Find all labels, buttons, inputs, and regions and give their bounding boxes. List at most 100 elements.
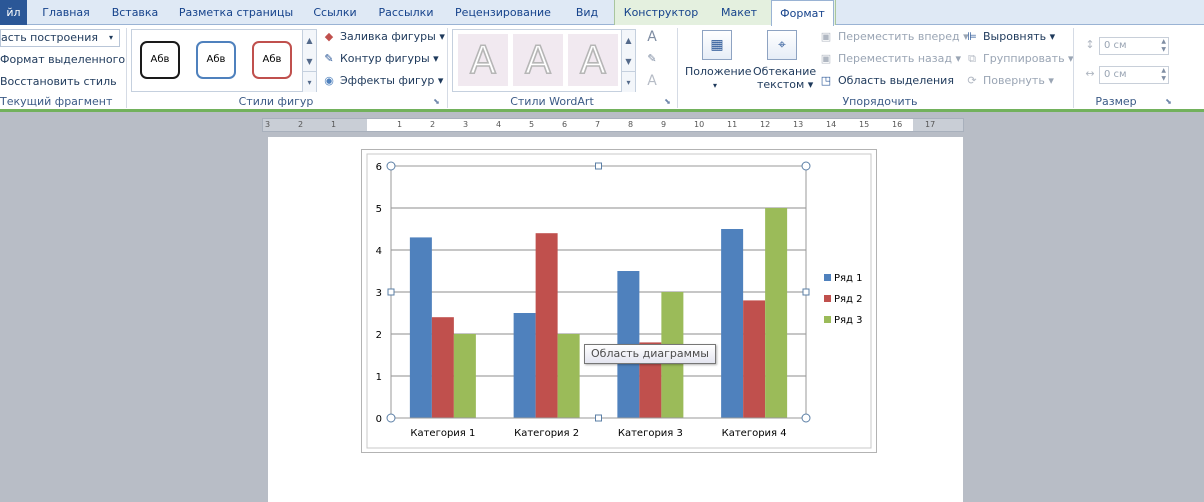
text-effects-icon[interactable]: A: [647, 73, 657, 89]
group-label-wordart: Стили WordArt: [510, 95, 594, 108]
bring-forward-button[interactable]: Переместить вперед ▾: [838, 30, 969, 43]
legend-swatch-series3: [824, 316, 831, 323]
wordart-style-3[interactable]: A: [568, 34, 618, 86]
tab-layout[interactable]: Макет: [720, 6, 758, 19]
wordart-style-2[interactable]: A: [513, 34, 563, 86]
corner-handle: [801, 413, 811, 423]
bar-series3-cat1: [453, 334, 476, 418]
selection-pane-icon: ◳: [820, 74, 832, 87]
ruler-right-margin: [913, 119, 963, 131]
gallery-scroll-up[interactable]: ▲: [302, 30, 316, 51]
bar-series3-cat4: [765, 208, 788, 418]
shape-outline-label: Контур фигуры: [340, 52, 430, 65]
gallery-scroll-down[interactable]: ▼: [302, 51, 316, 72]
y-tick-label: 6: [376, 162, 382, 173]
tab-page-layout[interactable]: Разметка страницы: [178, 6, 294, 19]
tab-design[interactable]: Конструктор: [623, 6, 699, 19]
bar-series2-cat2: [535, 233, 558, 418]
bar-series2-cat1: [431, 317, 454, 418]
legend-label: Ряд 1: [834, 273, 863, 284]
spinner-arrows-icon: ▲ ▼: [1161, 38, 1166, 53]
ribbon-tab-bar: [0, 0, 1204, 25]
rotate-button[interactable]: Повернуть ▾: [983, 74, 1054, 87]
group-button[interactable]: Группировать ▾: [983, 52, 1074, 65]
ruler-number: 3: [265, 120, 271, 129]
tab-references[interactable]: Ссылки: [313, 6, 357, 19]
group-label-shape-styles: Стили фигур: [238, 95, 314, 108]
tab-review[interactable]: Рецензирование: [455, 6, 551, 19]
text-fill-icon[interactable]: A: [647, 29, 657, 45]
bring-forward-label: Переместить вперед: [838, 30, 960, 43]
ruler-number: 5: [529, 120, 535, 129]
width-icon: ↔: [1085, 67, 1095, 80]
ruler-number: 8: [628, 120, 634, 129]
wordart-scroll-down[interactable]: ▼: [621, 51, 635, 72]
wordart-scroll-up[interactable]: ▲: [621, 30, 635, 51]
legend-label: Ряд 2: [834, 294, 863, 305]
y-tick-label: 1: [376, 372, 382, 383]
wrap-text-button[interactable]: Обтекание: [753, 65, 817, 78]
wordart-style-1[interactable]: A: [458, 34, 508, 86]
y-tick-label: 0: [376, 414, 382, 425]
tab-mailings[interactable]: Рассылки: [378, 6, 434, 19]
y-tick-label: 4: [376, 246, 382, 257]
tooltip: Область диаграммы: [584, 344, 716, 364]
x-tick-label: Категория 2: [514, 428, 579, 439]
horizontal-ruler[interactable]: 3 2 1 1 2 3 4 5 6 7 8 9 10 11 12 13 14 15 16 17: [262, 118, 964, 132]
position-button[interactable]: Положение: [685, 65, 752, 78]
ruler-number: 9: [661, 120, 667, 129]
send-backward-button[interactable]: Переместить назад ▾: [838, 52, 962, 65]
tab-file[interactable]: йл: [0, 0, 27, 25]
legend-swatch-series1: [824, 274, 831, 281]
ruler-number: 4: [496, 120, 502, 129]
shape-fill-icon: ◆: [324, 30, 334, 43]
dialog-launcher-icon[interactable]: ⬊: [664, 97, 671, 106]
shape-outline-button[interactable]: Контур фигуры ▾: [340, 52, 439, 65]
height-spinner[interactable]: 0 см ▲ ▼: [1099, 37, 1169, 55]
send-backward-icon: ▣: [820, 52, 832, 65]
group-divider: [677, 28, 678, 108]
reset-style-button[interactable]: Восстановить стиль: [0, 75, 117, 88]
shape-style-red[interactable]: Абв: [252, 41, 292, 79]
format-selection-button[interactable]: Формат выделенного: [0, 53, 126, 66]
selection-pane-button[interactable]: Область выделения: [838, 74, 954, 87]
shape-style-blue[interactable]: Абв: [196, 41, 236, 79]
bar-series1-cat1: [409, 237, 432, 418]
dialog-launcher-icon[interactable]: ⬊: [1165, 97, 1172, 106]
ribbon-border: [0, 109, 1204, 112]
ruler-number: 6: [562, 120, 568, 129]
width-spinner[interactable]: 0 см ▲ ▼: [1099, 66, 1169, 84]
group-icon: ⧉: [968, 52, 976, 65]
tab-view[interactable]: Вид: [575, 6, 599, 19]
tab-home[interactable]: Главная: [42, 6, 90, 19]
shape-style-black[interactable]: Абв: [140, 41, 180, 79]
group-label-current-selection: Текущий фрагмент: [0, 95, 113, 108]
align-button[interactable]: Выровнять ▾: [983, 30, 1056, 43]
dialog-launcher-icon[interactable]: ⬊: [433, 97, 440, 106]
x-tick-label: Категория 4: [722, 428, 787, 439]
rotate-label: Повернуть: [983, 74, 1045, 87]
width-value: 0 см: [1104, 69, 1127, 80]
side-handle: [595, 162, 602, 170]
legend-label: Ряд 3: [834, 315, 863, 326]
tab-insert[interactable]: Вставка: [111, 6, 159, 19]
tab-format[interactable]: Формат: [771, 0, 834, 26]
group-divider: [126, 28, 127, 108]
shape-fill-button[interactable]: Заливка фигуры ▾: [340, 30, 445, 43]
wordart-more[interactable]: ▾: [621, 71, 635, 92]
corner-handle: [801, 161, 811, 171]
bar-series2-cat4: [743, 300, 766, 418]
shape-effects-label: Эффекты фигур: [340, 74, 435, 87]
chart-elements-dropdown[interactable]: асть построения ▾: [0, 29, 120, 47]
shape-effects-button[interactable]: Эффекты фигур ▾: [340, 74, 444, 87]
side-handle: [802, 288, 810, 296]
position-icon: ▦: [702, 30, 732, 60]
align-label: Выровнять: [983, 30, 1047, 43]
chart-area[interactable]: 0 1 2 3 4 5 6 Категория 1 Категория 2 Категория 3…: [361, 149, 877, 453]
spinner-arrows-icon: ▲ ▼: [1161, 67, 1166, 82]
ruler-number: 11: [727, 120, 738, 129]
gallery-more[interactable]: ▾: [302, 71, 316, 92]
text-outline-icon[interactable]: ✎: [647, 52, 657, 65]
chevron-down-icon: ▾: [109, 33, 114, 42]
bar-series1-cat4: [721, 229, 744, 418]
